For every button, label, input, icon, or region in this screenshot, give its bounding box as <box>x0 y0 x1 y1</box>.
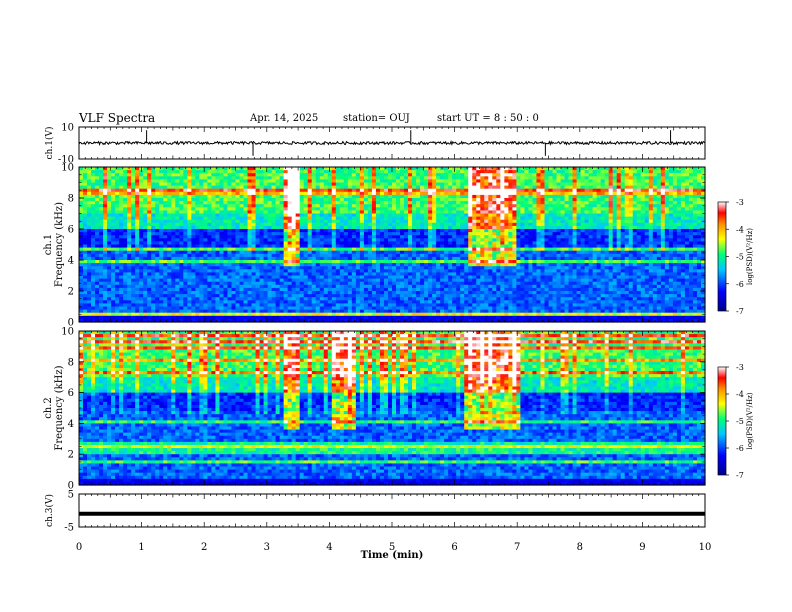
ch2-colorbar <box>717 366 727 476</box>
ch2-ytick-label: 10 <box>61 327 74 338</box>
ch3-ytick-label: 5 <box>68 490 74 501</box>
ch1-ytick-label: 4 <box>68 256 74 267</box>
xtick-label: 6 <box>451 542 457 553</box>
ch2-ylabel: ch.2Frequency (kHz) <box>43 365 65 450</box>
ch1-colorbar-tick: -3 <box>736 198 744 207</box>
ch1-colorbar-tick: -6 <box>736 280 744 289</box>
xtick-label: 5 <box>389 542 395 553</box>
ch2-colorbar-tick: -7 <box>736 471 744 480</box>
ch1-colorbar-tick: -5 <box>736 253 744 262</box>
ch2-colorbar-label: log(PSD)(V²/Hz) <box>746 392 754 449</box>
x-axis-label: Time (min) <box>361 550 424 561</box>
chart-title: VLF Spectra <box>79 111 156 125</box>
ch1-ytick-label: 6 <box>68 225 74 236</box>
ch1-ytick-label: -10 <box>58 155 74 166</box>
ch1-ytick-label: 10 <box>61 123 74 134</box>
ch2-ytick-label: 6 <box>68 388 74 399</box>
xtick-label: 3 <box>264 542 270 553</box>
xtick-label: 1 <box>138 542 144 553</box>
ch2-colorbar-tick: -5 <box>736 417 744 426</box>
ch3-ytick-label: -5 <box>64 523 74 534</box>
xtick-label: 2 <box>201 542 207 553</box>
ch1-colorbar-tick: -4 <box>736 225 744 234</box>
ch2-ytick-label: 0 <box>68 481 74 492</box>
ch2-ytick-label: 8 <box>68 357 74 368</box>
ch1-ytick-label: 2 <box>68 287 74 298</box>
station-label: station= OUJ <box>343 113 410 124</box>
ch1-colorbar-label: log(PSD)(V²/Hz) <box>746 228 754 285</box>
ch1-colorbar <box>717 201 727 312</box>
xtick-label: 10 <box>699 542 712 553</box>
ch2-colorbar-tick: -4 <box>736 390 744 399</box>
ch1-ytick-label: 8 <box>68 194 74 205</box>
start-time-label: start UT = 8 : 50 : 0 <box>437 113 539 124</box>
spectrogram-ch2-image <box>79 331 706 486</box>
ch2-ytick-label: 2 <box>68 450 74 461</box>
xtick-label: 8 <box>577 542 583 553</box>
ch1-ylabel: ch.1Frequency (kHz) <box>43 202 65 287</box>
date-label: Apr. 14, 2025 <box>250 113 319 124</box>
ch2-ytick-label: 4 <box>68 419 74 430</box>
xtick-label: 0 <box>76 542 82 553</box>
xtick-label: 9 <box>639 542 645 553</box>
ch1-ytick-label: 0 <box>68 318 74 329</box>
ch2-colorbar-tick: -3 <box>736 363 744 372</box>
ch3-waveform-ylabel: ch.3(V) <box>44 494 55 527</box>
xtick-label: 7 <box>514 542 520 553</box>
ch1-ytick-label: 10 <box>61 163 74 174</box>
xtick-label: 4 <box>326 542 332 553</box>
ch1-colorbar-tick: -7 <box>736 307 744 316</box>
ch1-waveform-ylabel: ch.1(V) <box>44 127 55 160</box>
ch1-waveform-trace <box>78 140 706 146</box>
spectrogram-ch1-image <box>79 167 706 323</box>
ch2-colorbar-tick: -6 <box>736 444 744 453</box>
